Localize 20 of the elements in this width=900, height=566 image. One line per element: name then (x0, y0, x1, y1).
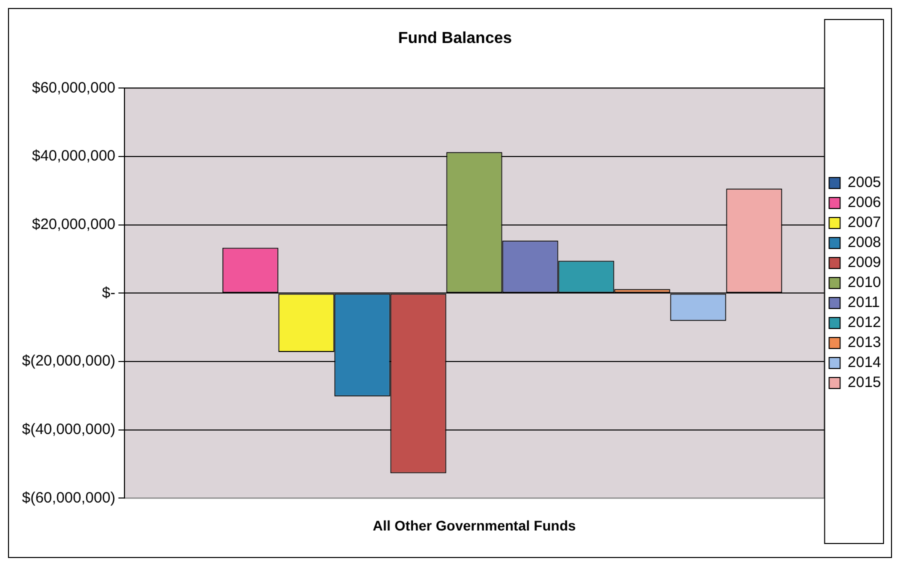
legend-label: 2005 (848, 174, 882, 192)
legend-label: 2014 (848, 354, 882, 372)
y-tick-label: $20,000,000 (32, 216, 116, 234)
x-tick-label: All Other Governmental Funds (372, 517, 576, 534)
legend-label: 2013 (848, 334, 882, 352)
legend-label: 2008 (848, 234, 882, 252)
legend-label: 2015 (848, 374, 882, 392)
y-tick-label: $40,000,000 (32, 148, 116, 165)
legend-label: 2010 (848, 274, 882, 292)
y-tick-label: $(40,000,000) (22, 421, 116, 438)
legend-label: 2006 (848, 194, 882, 212)
chart-title: Fund Balances (398, 30, 512, 48)
y-tick-label: $(60,000,000) (22, 489, 116, 506)
y-tick-label: $(20,000,000) (22, 352, 116, 370)
legend-label: 2009 (848, 254, 882, 272)
y-tick-label: $60,000,000 (32, 79, 116, 96)
legend-label: 2007 (848, 214, 882, 232)
legend-label: 2012 (848, 314, 882, 332)
y-tick-label: $- (102, 284, 116, 302)
legend-label: 2011 (848, 294, 880, 312)
